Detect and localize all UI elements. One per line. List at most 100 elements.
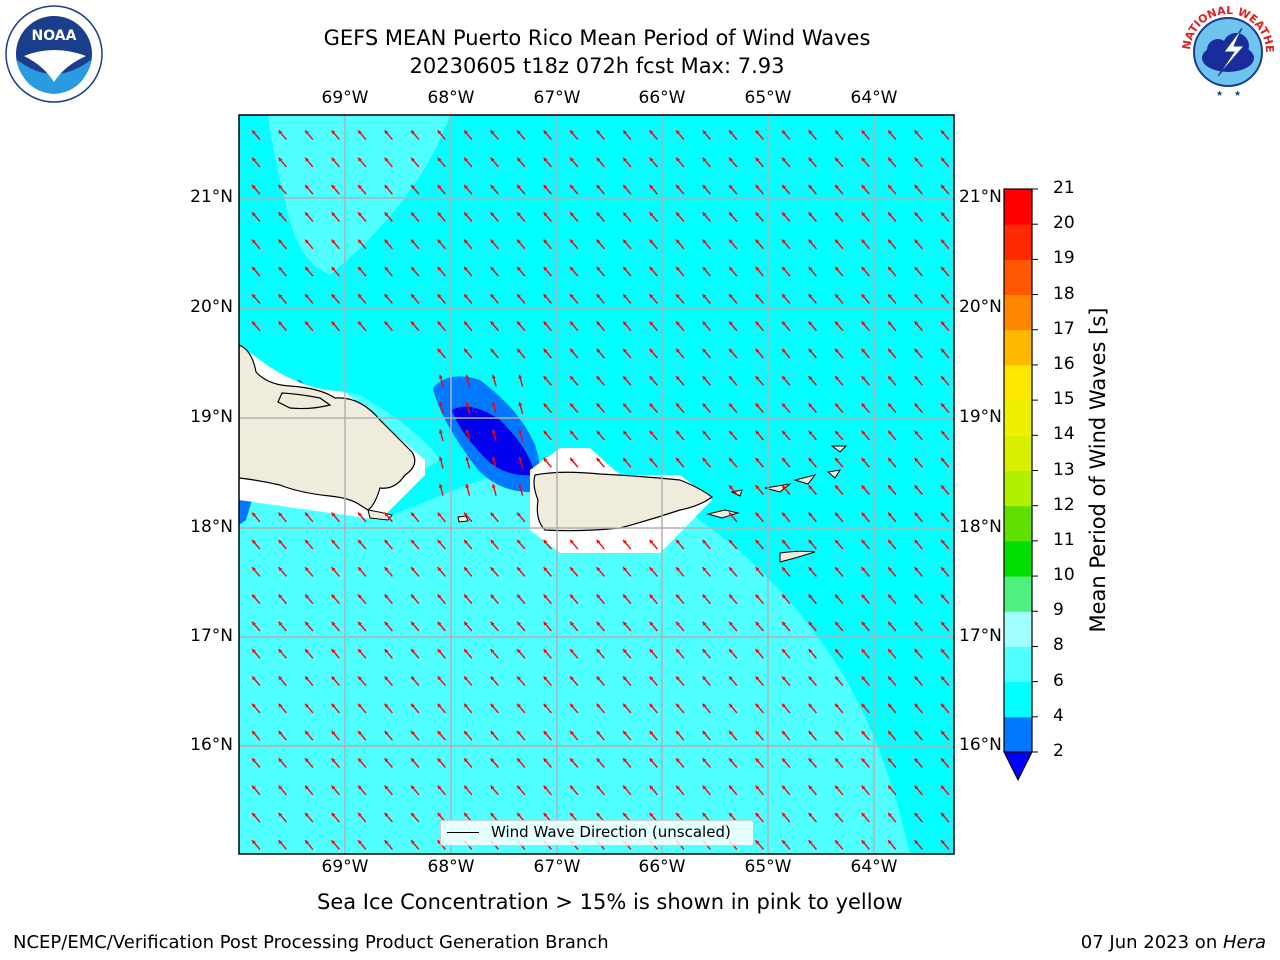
wind-arrow-head [278,621,283,626]
wind-arrow-head [835,239,839,244]
wind-arrow-head [914,731,919,735]
wind-arrow-head [782,758,786,763]
colorbar-segment [1004,470,1032,507]
wind-arrow-head [835,731,839,735]
wind-arrow-head [649,567,654,572]
wind-arrow-head [358,621,362,626]
colorbar-tick-label: 4 [1053,705,1064,726]
wind-arrow-head [729,348,733,353]
wind-arrow-head [861,539,866,544]
lat-tick-label: 21°N [190,187,233,207]
wind-arrow-head [438,374,443,379]
wind-arrow-head [835,430,839,435]
wind-arrow-head [305,703,309,708]
wind-arrow-head [411,649,415,653]
wind-arrow-head [596,812,601,817]
wind-arrow-head [543,758,548,763]
wind-arrow-head [702,212,707,217]
wind-arrow-head [623,212,627,217]
legend: Wind Wave Direction (unscaled) [440,820,754,846]
wind-arrow-head [676,266,680,271]
wind-arrow-head [649,703,654,708]
wind-arrow-head [517,266,521,271]
wind-arrow-head [676,785,680,790]
wind-arrow-head [623,539,627,544]
wind-arrow-head [649,212,654,217]
colorbar-tick-label: 8 [1053,635,1064,656]
wind-arrow-head [464,348,468,353]
wind-arrow-head [623,130,627,135]
wind-arrow-head [941,703,945,708]
wind-arrow-head [888,703,892,708]
colorbar-tick-label: 16 [1053,353,1075,374]
wind-arrow-head [782,294,786,299]
wind-arrow-head [305,731,309,735]
wind-arrow-head [305,294,309,299]
wind-arrow-head [570,185,574,189]
wind-arrow-head [649,294,654,299]
wind-arrow-head [755,294,760,299]
wind-arrow-head [782,731,786,735]
wind-arrow-head [808,567,813,572]
wind-arrow-head [914,430,919,435]
wind-arrow-head [517,512,521,517]
wind-arrow-head [676,430,680,435]
wind-arrow-head [702,185,707,189]
wind-arrow-head [649,130,654,135]
wind-arrow-head [941,403,945,408]
wind-arrow-head [411,239,415,244]
wind-arrow-head [490,130,495,135]
wind-arrow-head [914,294,919,299]
wind-arrow-head [331,676,336,681]
wind-arrow-head [808,130,813,135]
wind-arrow-head [543,676,548,681]
wind-arrow-head [543,785,548,790]
wind-arrow-head [437,157,442,162]
wind-arrow-head [649,403,654,408]
wind-arrow-head [437,321,442,326]
wind-arrow-head [755,321,760,326]
wind-arrow-head [517,785,521,790]
wind-arrow-head [623,376,627,380]
wind-arrow-head [411,185,415,189]
wind-arrow-head [358,157,362,162]
wind-arrow-head [755,539,760,544]
wind-arrow-head [861,512,866,517]
wind-arrow-head [517,703,521,708]
wind-arrow-head [278,130,283,135]
lon-tick-label: 69°W [321,857,369,877]
wind-arrow-head [808,485,813,490]
wind-arrow-head [835,294,839,299]
wind-arrow-head [941,512,945,517]
wind-arrow-head [729,812,733,817]
wind-arrow-head [596,703,601,708]
legend-text: Wind Wave Direction (unscaled) [491,823,731,841]
wind-arrow-head [411,567,415,572]
wind-arrow-head [278,321,283,326]
wind-arrow-head [835,785,839,790]
wind-arrow-head [808,758,813,763]
wind-arrow-head [252,512,256,517]
wind-arrow-head [676,458,680,462]
wind-arrow-head [729,458,733,462]
footer-date-text: 07 Jun 2023 on [1080,932,1223,953]
map-subtitle: 20230605 t18z 072h fcst Max: 7.93 [409,54,785,78]
wind-arrow-head [888,458,892,462]
puerto-rico-land [533,471,714,532]
wind-arrow-head [437,212,442,217]
wind-arrow-head [941,812,945,817]
wind-arrow-head [517,731,521,735]
wind-arrow-head [729,130,733,135]
wind-arrow-head [570,430,574,435]
wind-arrow-head [676,157,680,162]
wind-arrow-head [729,321,733,326]
wind-arrow-head [702,130,707,135]
wind-arrow-head [888,485,892,490]
wind-arrow-head [941,785,945,790]
wind-arrow-head [782,840,786,845]
wind-arrow-head [914,458,919,462]
wind-arrow-head [278,703,283,708]
wind-arrow-head [358,649,362,653]
wind-arrow-head [384,567,389,572]
wind-arrow-head [782,185,786,189]
